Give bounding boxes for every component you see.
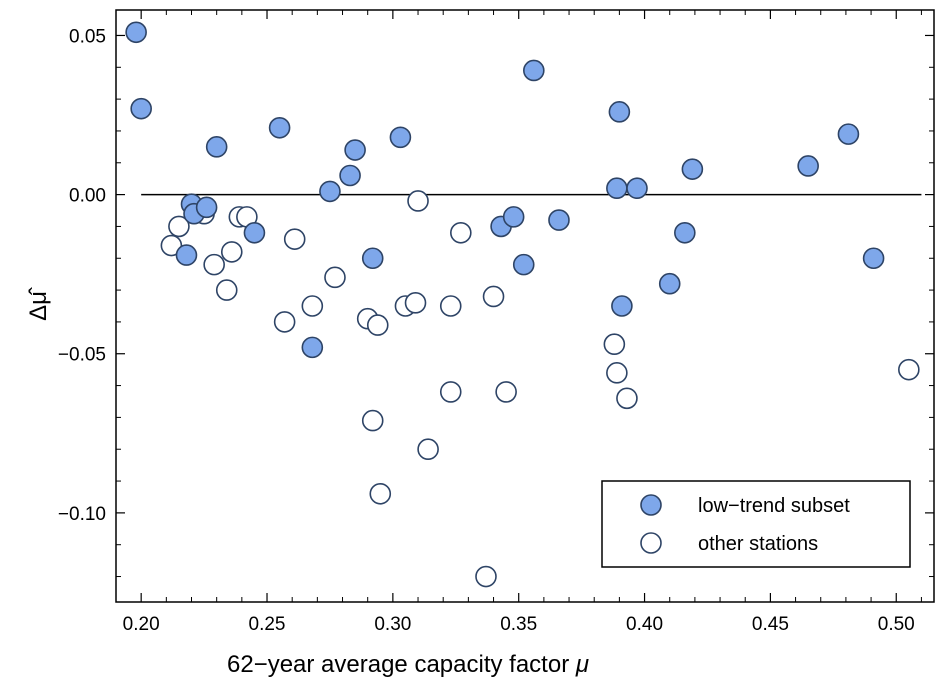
data-point-other [215,279,238,301]
data-point-other [407,190,429,212]
legend-label-low-trend: low−trend subset [698,495,850,517]
data-point-low-trend [606,177,628,200]
data-point-other [361,409,384,432]
data-point-low-trend [523,59,545,82]
data-point-other [495,381,517,403]
data-point-other [404,292,427,314]
data-point-other [898,358,920,381]
data-point-low-trend [389,126,412,149]
data-point-low-trend [548,209,570,231]
data-point-other [220,241,243,263]
x-axis-label-variable: μ [575,651,589,678]
data-point-other [203,253,225,276]
data-point-low-trend [361,247,384,270]
data-point-low-trend [344,139,366,161]
y-axis-label: Δμ̂ [25,287,52,321]
data-point-low-trend [611,295,633,317]
data-point-low-trend [130,97,152,120]
data-point-low-trend [608,101,631,123]
x-tick-label: 0.25 [249,614,286,635]
data-point-other [616,387,638,410]
data-point-other [606,362,628,384]
plot-frame [115,9,935,603]
data-point-other [439,381,462,403]
data-point-other [160,234,183,257]
other-stations-points [160,190,920,588]
data-point-low-trend [512,253,535,276]
legend: low−trend subset other stations [601,480,911,568]
x-tick-label: 0.50 [878,614,915,635]
data-point-other [482,285,505,308]
data-point-low-trend [837,123,860,145]
data-point-low-trend [195,196,218,219]
data-point-low-trend [502,206,525,228]
data-point-other [366,314,389,336]
data-point-other [417,438,439,461]
data-point-other [475,565,497,588]
data-point-other [283,228,306,250]
y-tick-labels: 0.05 0.00 −0.05 −0.10 [58,26,106,524]
data-point-low-trend [862,247,885,270]
data-point-other [301,295,324,317]
legend-marker-other [640,532,662,554]
data-point-other [603,333,626,355]
minor-ticks [115,10,934,602]
data-point-low-trend [681,158,704,180]
y-tick-label: 0.05 [69,26,106,47]
x-tick-labels: 0.20 0.25 0.30 0.35 0.40 0.45 0.50 [123,614,915,635]
data-point-other [450,221,472,244]
data-point-other [273,311,296,333]
data-point-other [439,295,462,317]
data-point-other [324,266,346,289]
y-tick-label: −0.10 [58,504,106,525]
low-trend-points [125,21,885,359]
data-point-low-trend [205,136,228,158]
y-tick-label: −0.05 [58,345,106,366]
y-tick-label: 0.00 [69,186,106,207]
data-point-low-trend [674,221,696,244]
legend-marker-low-trend [640,494,662,516]
x-tick-label: 0.30 [374,614,411,635]
x-axis-label-text: 62−year average capacity factor [227,651,576,678]
data-point-other [369,482,392,505]
data-point-low-trend [175,244,198,266]
data-point-other [168,215,190,238]
data-point-low-trend [268,116,291,139]
x-tick-label: 0.45 [752,614,789,635]
data-point-low-trend [339,164,361,187]
data-point-low-trend [243,221,266,244]
data-point-low-trend [301,336,324,359]
x-tick-label: 0.40 [626,614,663,635]
legend-label-other: other stations [698,533,818,555]
major-ticks [116,10,934,602]
data-point-low-trend [797,155,819,177]
data-point-low-trend [658,272,681,295]
x-tick-label: 0.35 [500,614,537,635]
data-point-low-trend [319,180,341,203]
data-point-low-trend [125,21,147,44]
x-tick-label: 0.20 [123,614,160,635]
x-axis-label: 62−year average capacity factor μ [227,651,589,678]
data-point-low-trend [626,177,648,200]
